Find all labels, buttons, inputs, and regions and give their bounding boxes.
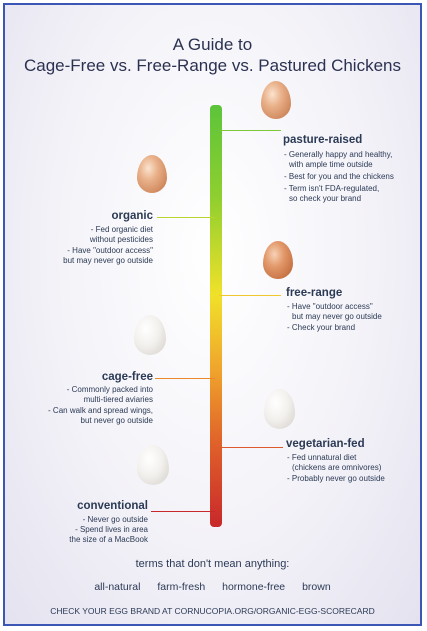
cage-free-description: - Commonly packed into multi-tiered avia…	[23, 385, 153, 426]
cage-free-point: - Can walk and spread wings,	[48, 406, 153, 415]
organic-description: - Fed organic diet without pesticides - …	[25, 225, 153, 266]
conventional-label: conventional	[77, 500, 148, 512]
free-range-point: but may never go outside	[292, 312, 382, 321]
vegetarian-fed-description: - Fed unnatural diet (chickens are omniv…	[287, 453, 419, 484]
pasture-raised-point: so check your brand	[289, 194, 362, 203]
scorecard-reference: CHECK YOUR EGG BRAND AT CORNUCOPIA.ORG/O…	[50, 606, 375, 616]
conventional-egg-icon	[137, 445, 169, 485]
pasture-raised-connector	[219, 130, 281, 131]
free-range-egg-icon	[263, 241, 293, 279]
pasture-raised-description: - Generally happy and healthy, with ampl…	[284, 150, 414, 204]
cage-free-egg-icon	[134, 315, 166, 355]
organic-label: organic	[111, 210, 153, 222]
organic-point: but may never go outside	[63, 256, 153, 265]
pasture-raised-point: with ample time outside	[289, 160, 373, 169]
organic-point: - Have "outdoor access"	[67, 246, 153, 255]
pasture-raised-label: pasture-raised	[283, 134, 363, 146]
vegetarian-fed-point: - Probably never go outside	[287, 474, 385, 483]
vegetarian-fed-point: (chickens are omnivores)	[292, 463, 382, 472]
vegetarian-fed-point: - Fed unnatural diet	[287, 453, 357, 462]
cage-free-connector	[155, 378, 215, 379]
organic-point: - Fed organic diet	[90, 225, 153, 234]
welfare-scale-bar	[210, 105, 222, 527]
cage-free-point: multi-tiered aviaries	[83, 395, 153, 404]
conventional-point: - Spend lives in area	[75, 525, 148, 534]
meaningless-term: farm-fresh	[157, 581, 206, 593]
pasture-raised-point: - Term isn't FDA-regulated,	[284, 184, 380, 193]
vegetarian-fed-connector	[219, 447, 283, 448]
meaningless-term: brown	[302, 581, 331, 593]
conventional-point: the size of a MacBook	[69, 535, 148, 544]
title-line-1: A Guide to	[172, 35, 253, 54]
infographic-frame: A Guide to Cage-Free vs. Free-Range vs. …	[3, 3, 422, 626]
organic-point: without pesticides	[89, 235, 153, 244]
conventional-description: - Never go outside - Spend lives in area…	[18, 515, 148, 545]
pasture-raised-egg-icon	[261, 81, 291, 119]
cage-free-point: but never go outside	[80, 416, 154, 425]
pasture-raised-point: - Best for you and the chickens	[284, 172, 394, 181]
free-range-label: free-range	[286, 287, 343, 299]
meaningless-terms-heading: terms that don't mean anything:	[135, 558, 290, 570]
conventional-connector	[151, 511, 215, 512]
free-range-point: - Have "outdoor access"	[287, 302, 373, 311]
pasture-raised-point: - Generally happy and healthy,	[284, 150, 393, 159]
organic-connector	[157, 217, 215, 218]
meaningless-term: hormone-free	[222, 581, 286, 593]
free-range-description: - Have "outdoor access" but may never go…	[287, 302, 417, 333]
title-line-2: Cage-Free vs. Free-Range vs. Pastured Ch…	[24, 56, 401, 75]
cage-free-point: - Commonly packed into	[66, 385, 153, 394]
organic-egg-icon	[137, 155, 167, 193]
cage-free-label: cage-free	[101, 371, 153, 383]
free-range-point: - Check your brand	[287, 323, 356, 332]
meaningless-terms-list: all-natural farm-fresh hormone-free brow…	[5, 581, 420, 593]
vegetarian-fed-egg-icon	[264, 389, 295, 429]
meaningless-term: all-natural	[94, 581, 141, 593]
vegetarian-fed-label: vegetarian-fed	[286, 438, 365, 450]
free-range-connector	[219, 295, 281, 296]
conventional-point: - Never go outside	[82, 515, 148, 524]
